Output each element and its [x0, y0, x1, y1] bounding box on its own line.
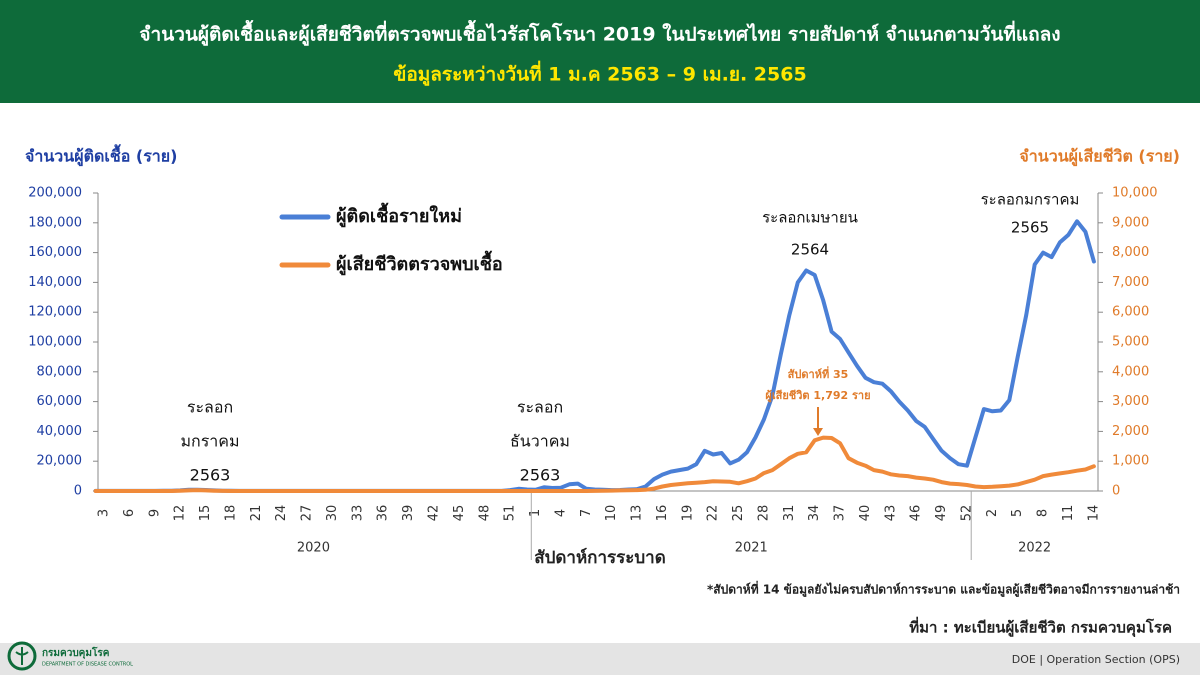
x-tick-label: 18: [223, 505, 238, 522]
logo-subtitle: DEPARTMENT OF DISEASE CONTROL: [42, 662, 133, 668]
x-tick-label: 51: [503, 505, 518, 522]
y-tick-label: 80,000: [37, 364, 83, 379]
x-tick-label: 22: [706, 505, 721, 522]
y-tick-label: 120,000: [28, 305, 82, 320]
x-tick-label: 12: [173, 505, 188, 522]
y-tick-label: 200,000: [28, 186, 82, 201]
x-tick-label: 15: [198, 505, 213, 522]
x-axis-title: สัปดาห์การระบาด: [534, 547, 666, 568]
annotation: 2563: [190, 466, 231, 485]
credit: DOE | Operation Section (OPS): [1012, 653, 1180, 666]
x-tick-label: 4: [553, 509, 568, 517]
x-tick-label: 21: [249, 505, 264, 522]
y2-tick-label: 7,000: [1112, 275, 1149, 290]
x-tick-label: 8: [1036, 509, 1051, 517]
x-tick-label: 34: [807, 505, 822, 522]
x-tick-label: 27: [300, 505, 315, 522]
y2-tick-label: 8,000: [1112, 245, 1149, 260]
y-tick-label: 40,000: [37, 424, 83, 439]
x-tick-label: 1: [528, 509, 543, 517]
legend-label: ผู้เสียชีวิตตรวจพบเชื้อ: [336, 250, 503, 276]
x-tick-label: 52: [959, 505, 974, 522]
y-tick-label: 0: [74, 484, 82, 499]
x-tick-label: 5: [1010, 509, 1025, 517]
x-tick-label: 46: [909, 505, 924, 522]
logo-icon: [15, 647, 29, 665]
y2-tick-label: 1,000: [1112, 454, 1149, 469]
x-tick-label: 37: [833, 505, 848, 522]
y2-tick-label: 2,000: [1112, 424, 1149, 439]
y-tick-label: 180,000: [28, 215, 82, 230]
y2-tick-label: 9,000: [1112, 215, 1149, 230]
y2-axis-title: จำนวนผู้เสียชีวิต (ราย): [1019, 147, 1180, 168]
annotation: สัปดาห์ที่ 35: [788, 366, 849, 381]
series-line: [93, 435, 1096, 493]
y2-tick-label: 10,000: [1112, 186, 1158, 201]
annotation: ระลอกมกราคม: [981, 191, 1080, 209]
x-tick-label: 49: [934, 505, 949, 522]
annotation: มกราคม: [180, 432, 239, 451]
annotation: ระลอกเมษายน: [762, 209, 858, 227]
x-tick-label: 3: [97, 509, 112, 517]
x-tick-label: 33: [350, 505, 365, 522]
series-line: [93, 219, 1096, 493]
annotation: ระลอก: [517, 398, 563, 417]
x-tick-label: 30: [325, 505, 340, 522]
source: ที่มา : ทะเบียนผู้เสียชีวิต กรมควบคุมโรค: [909, 617, 1172, 638]
y-tick-label: 20,000: [37, 454, 83, 469]
x-tick-label: 40: [858, 505, 873, 522]
header-band: [0, 0, 1200, 103]
annotation: 2565: [1011, 219, 1049, 237]
x-tick-label: 11: [1061, 505, 1076, 522]
y2-tick-label: 6,000: [1112, 305, 1149, 320]
x-tick-label: 10: [604, 505, 619, 522]
footnote: *สัปดาห์ที่ 14 ข้อมูลยังไม่ครบสัปดาห์การ…: [707, 581, 1180, 598]
annotation-arrowhead: [813, 428, 823, 436]
logo-name: กรมควบคุมโรค: [42, 646, 110, 659]
x-tick-label: 45: [452, 505, 467, 522]
x-tick-label: 16: [655, 505, 670, 522]
annotation: ระลอก: [187, 398, 233, 417]
x-tick-label: 42: [427, 505, 442, 522]
y2-tick-label: 5,000: [1112, 335, 1149, 350]
year-label: 2022: [1018, 541, 1051, 556]
x-tick-label: 48: [477, 505, 492, 522]
y-tick-label: 160,000: [28, 245, 82, 260]
y-tick-label: 100,000: [28, 335, 82, 350]
x-tick-label: 36: [376, 505, 391, 522]
y-tick-label: 140,000: [28, 275, 82, 290]
x-tick-label: 7: [579, 509, 594, 517]
x-tick-label: 14: [1086, 505, 1101, 522]
x-tick-label: 9: [147, 509, 162, 517]
x-tick-label: 6: [122, 509, 137, 517]
footer-band: [0, 643, 1200, 675]
y2-tick-label: 3,000: [1112, 394, 1149, 409]
x-tick-label: 39: [401, 505, 416, 522]
annotation: 2563: [520, 466, 561, 485]
x-tick-label: 19: [680, 505, 695, 522]
chart-title: จำนวนผู้ติดเชื้อและผู้เสียชีวิตที่ตรวจพบ…: [139, 20, 1060, 47]
x-tick-label: 2: [985, 509, 1000, 517]
y2-tick-label: 0: [1112, 484, 1120, 499]
legend-label: ผู้ติดเชื้อรายใหม่: [336, 202, 462, 228]
year-label: 2020: [297, 541, 330, 556]
x-tick-label: 13: [630, 505, 645, 522]
chart-subtitle: ข้อมูลระหว่างวันที่ 1 ม.ค 2563 – 9 เม.ย.…: [393, 61, 806, 87]
annotation: ผู้เสียชีวิต 1,792 ราย: [765, 389, 870, 403]
x-tick-label: 43: [883, 505, 898, 522]
y2-tick-label: 4,000: [1112, 364, 1149, 379]
year-label: 2021: [735, 541, 768, 556]
annotation: ธันวาคม: [510, 432, 570, 451]
x-tick-label: 25: [731, 505, 746, 522]
x-tick-label: 24: [274, 505, 289, 522]
annotation: 2564: [791, 241, 829, 259]
x-tick-label: 28: [756, 505, 771, 522]
x-tick-label: 31: [782, 505, 797, 522]
logo-icon: [7, 641, 37, 671]
y-tick-label: 60,000: [37, 394, 83, 409]
y-axis-title: จำนวนผู้ติดเชื้อ (ราย): [25, 144, 177, 168]
